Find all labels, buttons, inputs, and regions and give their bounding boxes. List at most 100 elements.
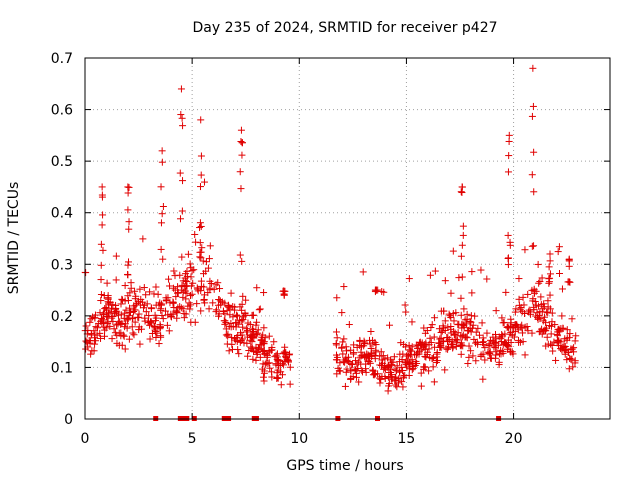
data-point — [172, 293, 180, 301]
data-point — [447, 323, 455, 331]
data-point — [91, 340, 99, 348]
data-point — [540, 300, 548, 308]
data-point — [483, 329, 491, 337]
data-point — [458, 183, 466, 191]
data-point — [340, 335, 348, 343]
data-point — [332, 356, 340, 364]
data-point — [385, 369, 393, 377]
data-point — [197, 277, 205, 285]
data-point — [82, 322, 90, 330]
data-point — [350, 341, 358, 349]
data-point — [524, 290, 532, 298]
data-point — [86, 318, 94, 326]
data-point — [427, 339, 435, 347]
data-point — [505, 131, 513, 139]
data-point — [197, 116, 205, 124]
data-point — [108, 314, 116, 322]
data-point — [223, 340, 231, 348]
data-point — [359, 268, 367, 276]
data-point — [536, 278, 544, 286]
data-point — [268, 373, 276, 381]
data-point — [196, 224, 204, 232]
data-point — [492, 307, 500, 315]
data-point — [496, 350, 504, 358]
data-point — [399, 350, 407, 358]
data-point — [265, 359, 273, 367]
data-point — [82, 337, 90, 345]
data-point — [504, 261, 512, 269]
data-point — [97, 297, 105, 305]
data-point — [372, 286, 380, 294]
data-point — [381, 355, 389, 363]
data-point — [535, 328, 543, 336]
data-point — [121, 323, 129, 331]
data-point — [121, 320, 129, 328]
data-point — [236, 168, 244, 176]
data-point — [450, 327, 458, 335]
data-point — [284, 358, 292, 366]
x-tick-label: 20 — [505, 431, 523, 447]
data-point — [550, 338, 558, 346]
axis-ticks — [84, 57, 610, 420]
data-point — [238, 139, 246, 147]
data-point — [475, 331, 483, 339]
data-point — [501, 340, 509, 348]
data-point — [563, 326, 571, 334]
data-point — [136, 285, 144, 293]
data-point — [179, 122, 187, 130]
data-point — [142, 308, 150, 316]
data-point — [528, 112, 536, 120]
data-point — [428, 321, 436, 329]
data-point — [159, 202, 167, 210]
data-point — [108, 335, 116, 343]
data-point — [384, 387, 392, 395]
y-tick-label: 0.7 — [51, 51, 73, 67]
data-point — [504, 231, 512, 239]
data-point — [463, 310, 471, 318]
data-point — [198, 244, 206, 252]
data-point — [99, 211, 107, 219]
data-point — [532, 301, 540, 309]
data-point — [180, 310, 188, 318]
data-point — [440, 324, 448, 332]
data-point — [157, 183, 165, 191]
data-point — [345, 321, 353, 329]
data-point — [124, 189, 132, 197]
data-point — [555, 337, 563, 345]
data-point — [163, 321, 171, 329]
data-point — [560, 346, 568, 354]
data-point — [120, 332, 128, 340]
data-point — [127, 284, 135, 292]
data-point — [572, 332, 580, 340]
data-point — [281, 343, 289, 351]
data-point — [406, 346, 414, 354]
data-point — [238, 257, 246, 265]
data-point — [205, 305, 213, 313]
data-point — [338, 309, 346, 317]
data-point — [112, 276, 120, 284]
data-point — [447, 289, 455, 297]
data-point — [184, 250, 192, 258]
data-point — [402, 308, 410, 316]
data-point — [191, 230, 199, 238]
data-point — [555, 270, 563, 278]
data-point — [457, 294, 465, 302]
data-point — [223, 307, 231, 315]
data-point — [546, 270, 554, 278]
data-point — [364, 357, 372, 365]
data-point — [433, 348, 441, 356]
data-point — [507, 328, 515, 336]
data-point — [142, 291, 150, 299]
data-point — [351, 365, 359, 373]
data-point — [430, 378, 438, 386]
data-point — [97, 240, 105, 248]
data-point — [82, 269, 90, 277]
data-point — [468, 268, 476, 276]
data-point — [166, 282, 174, 290]
data-point — [188, 290, 196, 298]
data-point — [277, 368, 285, 376]
data-point — [431, 314, 439, 322]
data-point — [200, 283, 208, 291]
data-point — [110, 325, 118, 333]
